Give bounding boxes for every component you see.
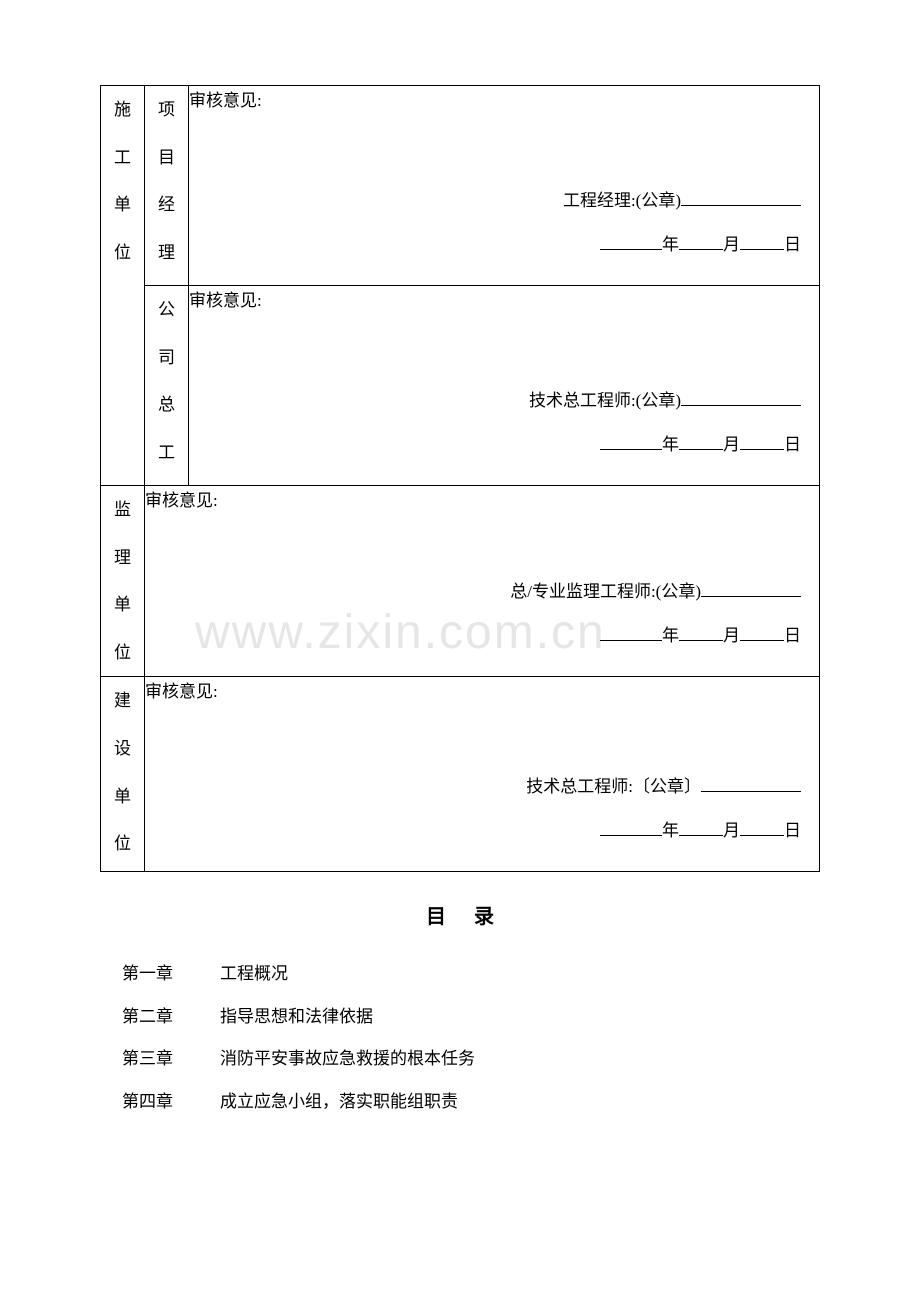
toc-item: 第三章 消防平安事故应急救援的根本任务 [122, 1038, 820, 1081]
opinion-label: 审核意见: [189, 86, 819, 111]
table-row: 公司总工 审核意见: 技术总工程师:(公章) 年 月 日 [101, 286, 820, 486]
year-underline [600, 433, 662, 450]
month-label: 月 [723, 435, 740, 454]
page-container: 施工单位 项目经理 审核意见: 工程经理:(公章) 年月日 公司总工 [0, 0, 920, 1183]
date-line: 年月日 [526, 809, 801, 853]
signature-role: 总/专业监理工程师:(公章) [510, 582, 701, 601]
day-label: 日 [784, 435, 801, 454]
day-underline [740, 819, 784, 836]
toc-title: 目录 [100, 900, 820, 929]
construction-unit-label: 施工单位 [101, 86, 145, 486]
year-underline [600, 624, 662, 641]
label-text: 施工单位 [101, 86, 144, 276]
month-underline [679, 233, 723, 250]
label-text: 项目经理 [145, 86, 188, 276]
day-underline [740, 624, 784, 641]
label-text: 监理单位 [101, 486, 144, 676]
toc-chapter: 第四章 [122, 1081, 220, 1124]
label-text: 建设单位 [101, 677, 144, 867]
signature-underline [701, 775, 801, 792]
year-label: 年 [662, 435, 679, 454]
date-line: 年月日 [510, 614, 801, 658]
signature-role-line: 工程经理:(公章) [563, 179, 801, 223]
signature-role: 技术总工程师:〔公章〕 [526, 777, 701, 796]
day-label: 日 [784, 235, 801, 254]
day-underline [740, 233, 784, 250]
chief-opinion-cell: 审核意见: 技术总工程师:(公章) 年 月 日 [189, 286, 820, 486]
signature-role-line: 技术总工程师:〔公章〕 [526, 765, 801, 809]
owner-signature-block: 技术总工程师:〔公章〕 年 月 日 [526, 765, 801, 853]
chief-signature-block: 技术总工程师:(公章) 年 月 日 [529, 379, 801, 467]
table-row: 施工单位 项目经理 审核意见: 工程经理:(公章) 年 月 日 [101, 86, 820, 286]
signature-role: 技术总工程师:(公章) [529, 391, 681, 410]
date-line: 年月日 [529, 423, 801, 467]
signature-role: 工程经理:(公章) [563, 191, 681, 210]
year-label: 年 [662, 626, 679, 645]
toc-chapter: 第三章 [122, 1038, 220, 1081]
toc-list: 第一章 工程概况 第二章 指导思想和法律依据 第三章 消防平安事故应急救援的根本… [100, 953, 820, 1123]
date-line: 年月日 [563, 223, 801, 267]
supervision-unit-label: 监理单位 [101, 486, 145, 677]
month-label: 月 [723, 821, 740, 840]
label-text: 公司总工 [145, 286, 188, 476]
company-chief-label: 公司总工 [145, 286, 189, 486]
day-label: 日 [784, 821, 801, 840]
owner-unit-label: 建设单位 [101, 677, 145, 872]
supervision-opinion-cell: 审核意见: 总/专业监理工程师:(公章) 年 月 日 [145, 486, 820, 677]
project-manager-label: 项目经理 [145, 86, 189, 286]
signature-underline [681, 189, 801, 206]
year-label: 年 [662, 235, 679, 254]
toc-chapter: 第二章 [122, 996, 220, 1039]
toc-item: 第四章 成立应急小组，落实职能组职责 [122, 1081, 820, 1124]
signature-role-line: 技术总工程师:(公章) [529, 379, 801, 423]
year-label: 年 [662, 821, 679, 840]
table-row: 监理单位 审核意见: 总/专业监理工程师:(公章) 年 月 日 [101, 486, 820, 677]
pm-opinion-cell: 审核意见: 工程经理:(公章) 年 月 日 [189, 86, 820, 286]
year-underline [600, 819, 662, 836]
approval-table: 施工单位 项目经理 审核意见: 工程经理:(公章) 年月日 公司总工 [100, 85, 820, 872]
month-underline [679, 433, 723, 450]
month-underline [679, 624, 723, 641]
toc-name: 工程概况 [220, 953, 288, 996]
owner-opinion-cell: 审核意见: 技术总工程师:〔公章〕 年 月 日 [145, 677, 820, 872]
toc-name: 成立应急小组，落实职能组职责 [220, 1081, 458, 1124]
month-underline [679, 819, 723, 836]
toc-chapter: 第一章 [122, 953, 220, 996]
opinion-label: 审核意见: [145, 677, 819, 702]
year-underline [600, 233, 662, 250]
opinion-label: 审核意见: [145, 486, 819, 511]
signature-role-line: 总/专业监理工程师:(公章) [510, 570, 801, 614]
signature-underline [681, 389, 801, 406]
toc-name: 消防平安事故应急救援的根本任务 [220, 1038, 475, 1081]
signature-underline [701, 580, 801, 597]
supervision-signature-block: 总/专业监理工程师:(公章) 年 月 日 [510, 570, 801, 658]
toc-name: 指导思想和法律依据 [220, 996, 373, 1039]
day-label: 日 [784, 626, 801, 645]
day-underline [740, 433, 784, 450]
table-row: 建设单位 审核意见: 技术总工程师:〔公章〕 年 月 日 [101, 677, 820, 872]
pm-signature-block: 工程经理:(公章) 年 月 日 [563, 179, 801, 267]
toc-item: 第一章 工程概况 [122, 953, 820, 996]
toc-item: 第二章 指导思想和法律依据 [122, 996, 820, 1039]
opinion-label: 审核意见: [189, 286, 819, 311]
month-label: 月 [723, 626, 740, 645]
month-label: 月 [723, 235, 740, 254]
